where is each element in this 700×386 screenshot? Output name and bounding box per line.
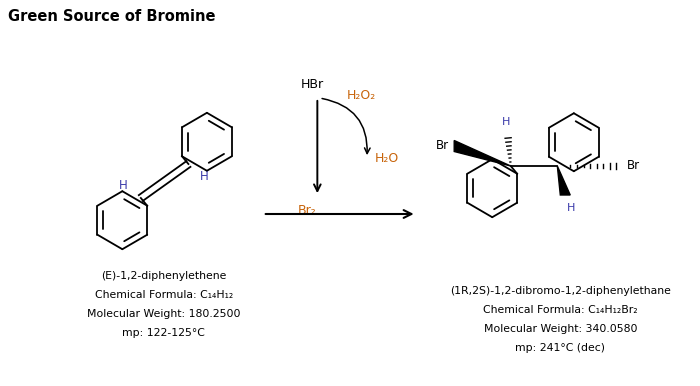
Text: H: H bbox=[567, 203, 575, 213]
Text: Br₂: Br₂ bbox=[298, 204, 317, 217]
Polygon shape bbox=[454, 141, 511, 166]
Text: Molecular Weight: 340.0580: Molecular Weight: 340.0580 bbox=[484, 324, 637, 334]
Text: HBr: HBr bbox=[301, 78, 324, 91]
Text: Molecular Weight: 180.2500: Molecular Weight: 180.2500 bbox=[87, 309, 240, 319]
Text: Chemical Formula: C₁₄H₁₂: Chemical Formula: C₁₄H₁₂ bbox=[94, 290, 233, 300]
Text: H₂O: H₂O bbox=[375, 151, 399, 164]
Text: mp: 122-125°C: mp: 122-125°C bbox=[122, 328, 205, 338]
Text: Br: Br bbox=[436, 139, 449, 152]
Text: H₂O₂: H₂O₂ bbox=[347, 90, 377, 103]
Text: H: H bbox=[118, 179, 127, 193]
FancyArrowPatch shape bbox=[322, 98, 370, 154]
Text: (1R,2S)-1,2-dibromo-1,2-diphenylethane: (1R,2S)-1,2-dibromo-1,2-diphenylethane bbox=[450, 286, 671, 296]
Text: Br: Br bbox=[626, 159, 640, 173]
Text: H: H bbox=[200, 171, 209, 183]
Text: H: H bbox=[502, 117, 510, 127]
Text: Chemical Formula: C₁₄H₁₂Br₂: Chemical Formula: C₁₄H₁₂Br₂ bbox=[483, 305, 638, 315]
Text: (E)-1,2-diphenylethene: (E)-1,2-diphenylethene bbox=[101, 271, 226, 281]
Polygon shape bbox=[557, 166, 570, 195]
Text: Green Source of Bromine: Green Source of Bromine bbox=[8, 9, 216, 24]
Text: mp: 241°C (dec): mp: 241°C (dec) bbox=[515, 343, 606, 353]
